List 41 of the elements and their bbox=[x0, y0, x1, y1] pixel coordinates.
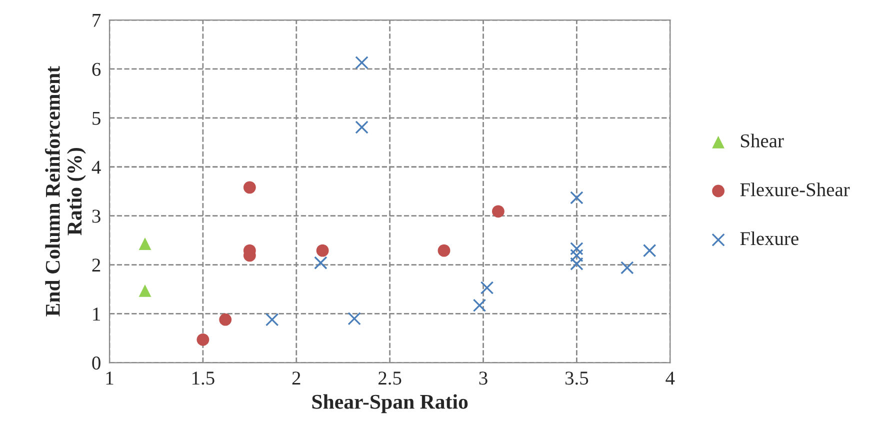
y-tick-label: 0 bbox=[92, 356, 100, 370]
y-tick-label: 3 bbox=[92, 210, 100, 223]
y-tick-label: 1 bbox=[93, 308, 100, 320]
point bbox=[570, 257, 584, 270]
point bbox=[219, 313, 232, 326]
point bbox=[355, 120, 368, 134]
point bbox=[570, 191, 584, 204]
point bbox=[570, 242, 584, 256]
point bbox=[314, 256, 328, 270]
point bbox=[472, 298, 486, 312]
point bbox=[355, 56, 368, 70]
point bbox=[570, 248, 584, 262]
point bbox=[620, 261, 634, 274]
x-tick-label: 2.5 bbox=[378, 372, 402, 385]
x-axis-title: Shear-Span Ratio bbox=[312, 394, 468, 414]
point bbox=[348, 312, 361, 326]
legend-label: Shear bbox=[740, 134, 784, 148]
point bbox=[196, 333, 210, 346]
point bbox=[138, 284, 152, 297]
y-axis-title: End Column Reinforcement Ratio (%) bbox=[45, 66, 86, 316]
x-tick-label: 3 bbox=[479, 372, 488, 385]
legend-label: Flexure-Shear bbox=[740, 182, 850, 196]
x-tick-label: 1.5 bbox=[192, 372, 214, 385]
point bbox=[243, 181, 256, 194]
legend-label: Flexure bbox=[740, 231, 798, 246]
y-tick-label: 6 bbox=[92, 62, 101, 76]
point bbox=[492, 205, 504, 218]
x-tick-label: 4 bbox=[666, 372, 675, 384]
point bbox=[265, 312, 279, 326]
x-tick-label: 2 bbox=[292, 372, 300, 384]
x-tick-label: 3.5 bbox=[565, 372, 588, 385]
y-tick-label: 7 bbox=[92, 14, 101, 27]
y-tick-label: 2 bbox=[92, 258, 100, 272]
y-tick-label: 4 bbox=[92, 160, 101, 174]
x-tick-label: 1 bbox=[106, 372, 114, 384]
y-tick-label: 5 bbox=[92, 112, 100, 125]
point bbox=[316, 244, 329, 257]
point bbox=[480, 281, 494, 294]
point bbox=[642, 244, 656, 258]
point bbox=[138, 238, 152, 250]
point bbox=[438, 244, 450, 257]
